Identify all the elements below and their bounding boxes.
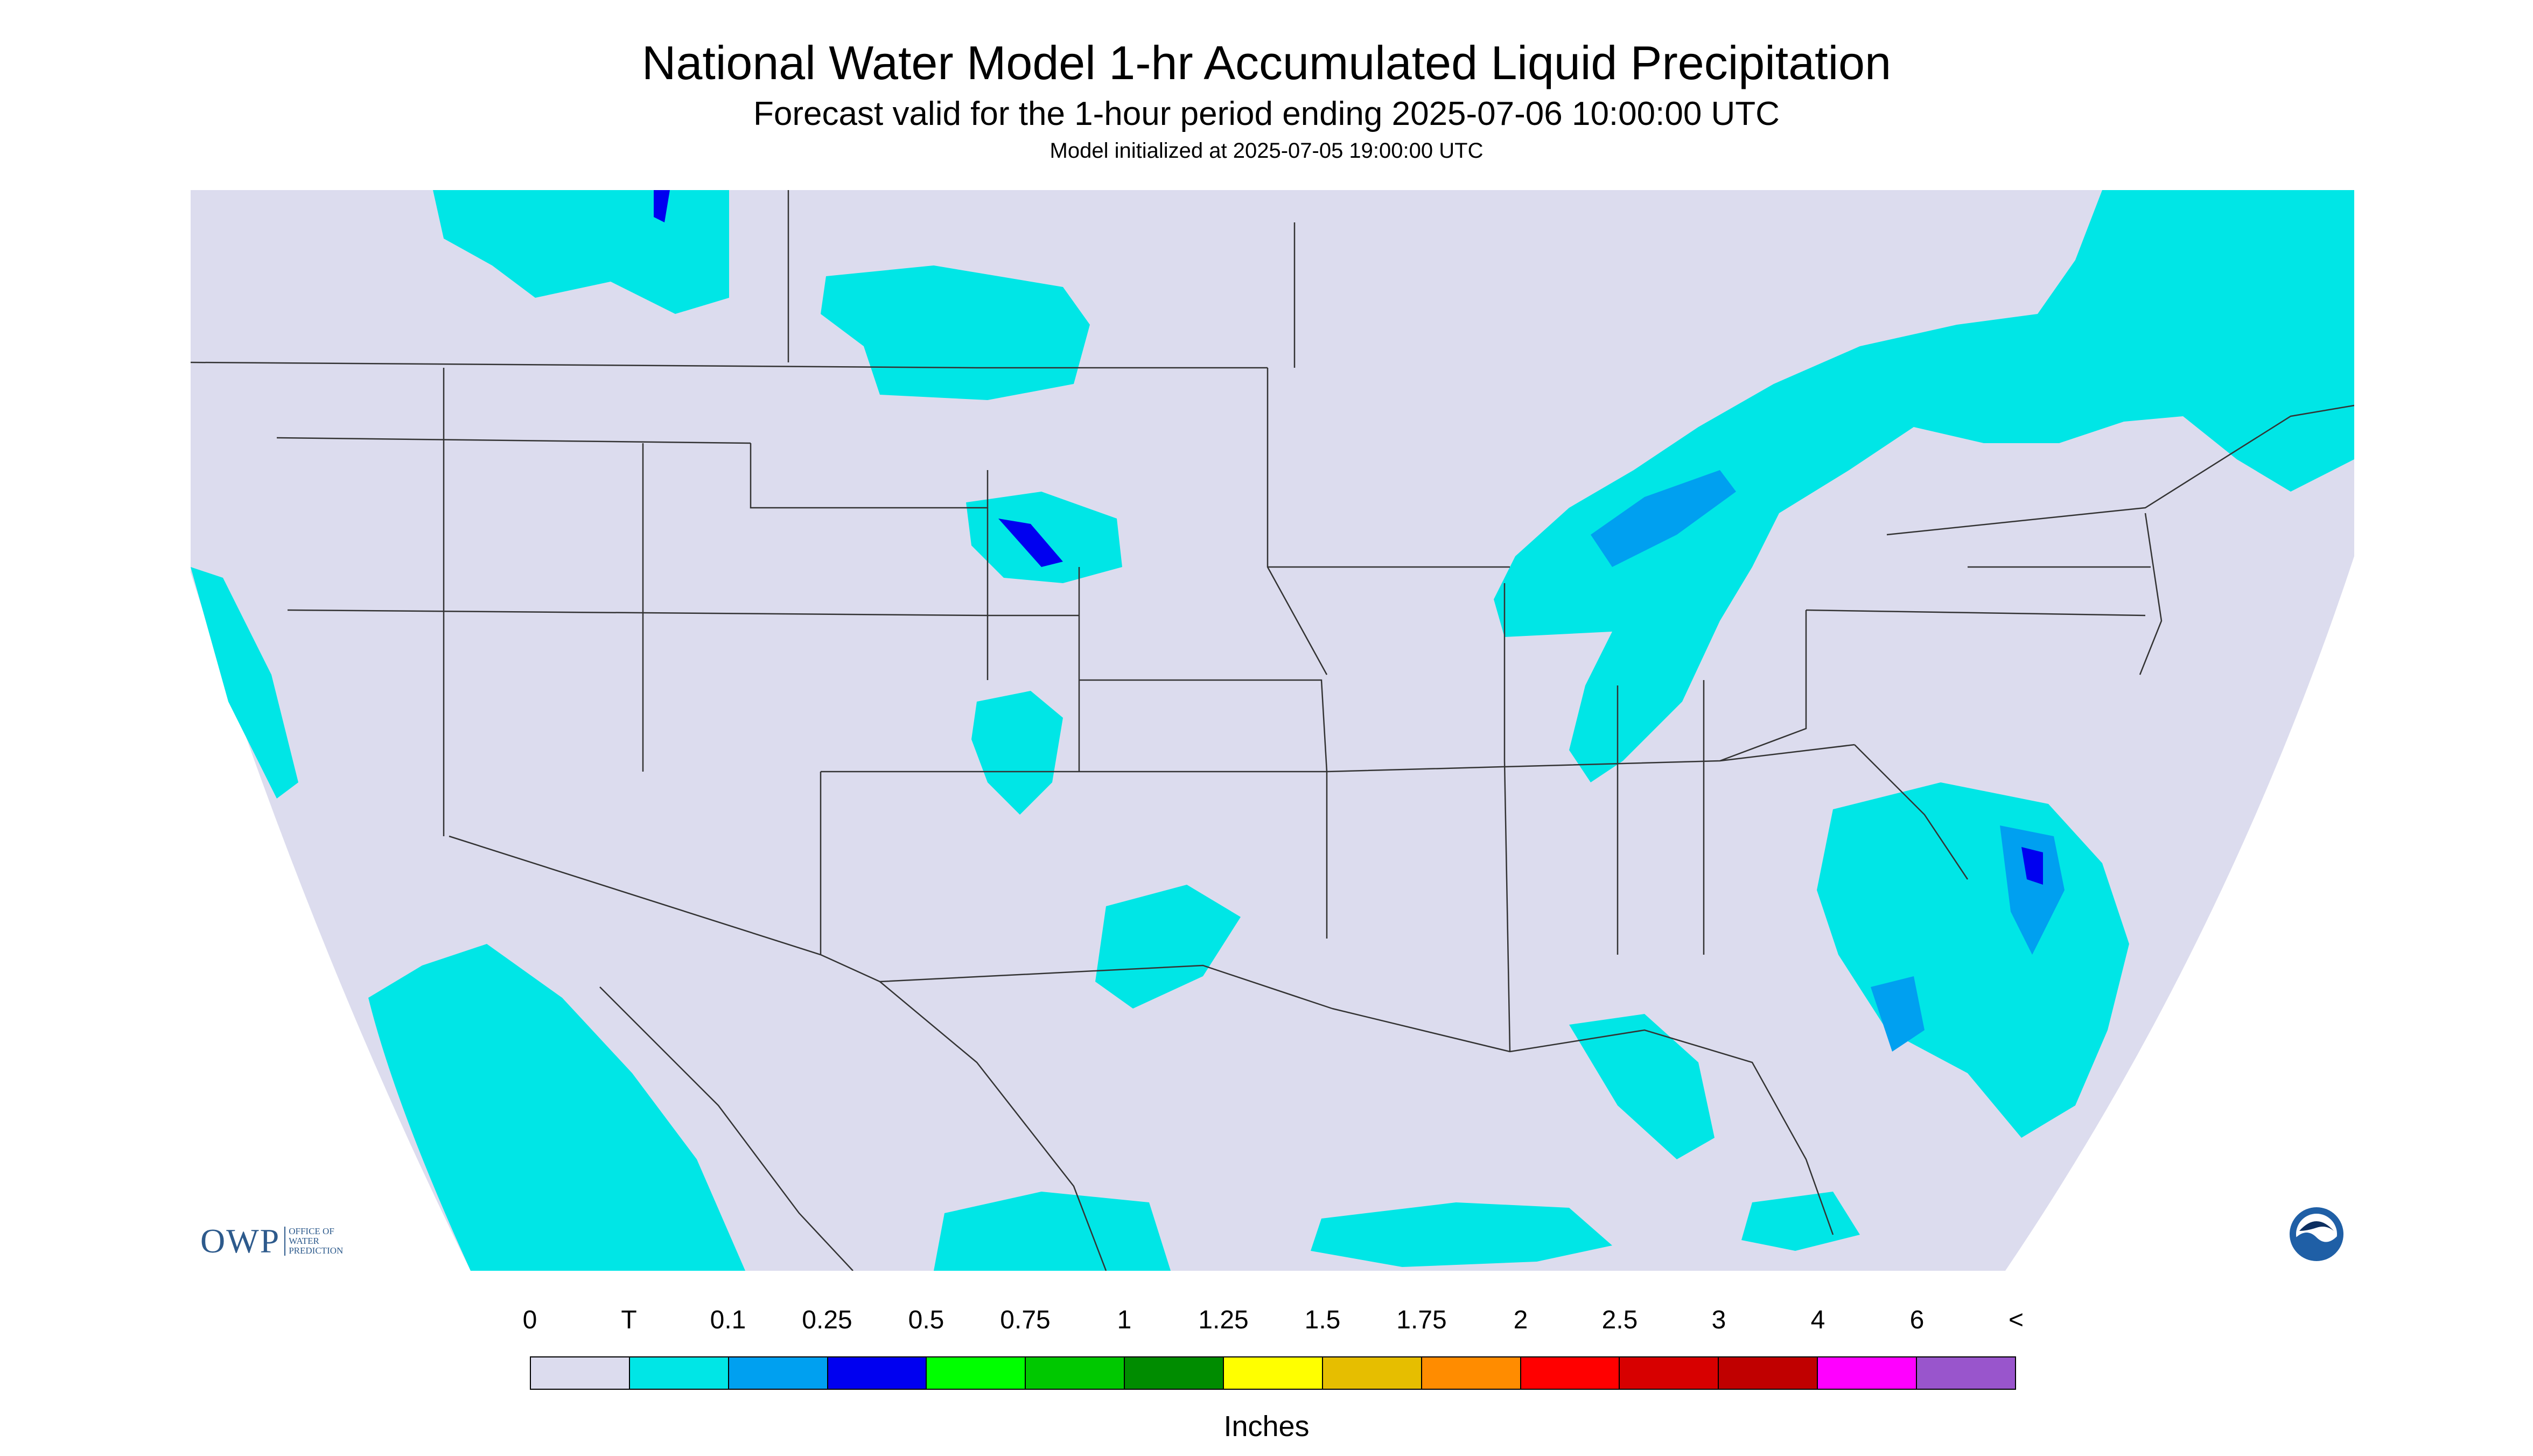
colorbar-swatch (1026, 1357, 1125, 1389)
legend-tick-label: 0.1 (710, 1306, 746, 1334)
colorbar-swatch (629, 1357, 729, 1389)
legend-tick-label: 2 (1513, 1306, 1528, 1334)
legend-tick-label: T (621, 1306, 637, 1334)
legend-tick-label: 0.75 (1000, 1306, 1051, 1334)
boundary-lines (191, 190, 2354, 1271)
owp-logo-subtext: OFFICE OF WATER PREDICTION (284, 1227, 343, 1256)
colorbar-swatch (1521, 1357, 1620, 1389)
colorbar-swatch (1422, 1357, 1521, 1389)
colorbar-swatch (927, 1357, 1026, 1389)
model-init-text: Model initialized at 2025-07-05 19:00:00… (1049, 139, 1484, 163)
legend-tick-label: 1.25 (1198, 1306, 1249, 1334)
map-title: National Water Model 1-hr Accumulated Li… (641, 36, 1892, 89)
legend-tick-labels: 0 T 0.1 0.25 0.5 0.75 1 1.25 1.5 1.75 2 2.5 3 4 6 < (0, 1305, 2533, 1343)
legend-tick-label: 1.5 (1304, 1306, 1341, 1334)
legend-tick-label: 0.25 (802, 1306, 852, 1334)
forecast-valid-subtitle: Forecast valid for the 1-hour period end… (753, 95, 1780, 132)
colorbar-swatch (1818, 1357, 1918, 1389)
colorbar-swatch (1125, 1357, 1224, 1389)
legend-tick-label: 2.5 (1601, 1306, 1638, 1334)
colorbar-swatch (531, 1357, 630, 1389)
legend-tick-label: 6 (1909, 1306, 1925, 1334)
legend-tick-label: 3 (1711, 1306, 1726, 1334)
colorbar-swatch (1719, 1357, 1818, 1389)
precip-heavy-areas (654, 190, 2065, 1052)
noaa-logo-icon (2290, 1207, 2343, 1261)
legend-units: Inches (1223, 1410, 1310, 1443)
precipitation-map (191, 190, 2354, 1271)
legend-tick-label: 0 (522, 1306, 537, 1334)
colorbar-swatch (1323, 1357, 1422, 1389)
legend-tick-label: < (2008, 1306, 2024, 1334)
colorbar-swatch (1620, 1357, 1719, 1389)
legend-tick-label: 1.75 (1396, 1306, 1447, 1334)
colorbar-swatch (1917, 1357, 2015, 1389)
colorbar-swatch (1224, 1357, 1323, 1389)
owp-logo-text: OWP (200, 1222, 281, 1260)
owp-logo: OWP OFFICE OF WATER PREDICTION (200, 1221, 343, 1261)
legend-tick-label: 4 (1810, 1306, 1825, 1334)
legend-tick-label: 1 (1117, 1306, 1132, 1334)
colorbar-swatch (729, 1357, 828, 1389)
precip-colorbar (530, 1356, 2016, 1390)
colorbar-swatch (828, 1357, 927, 1389)
legend-tick-label: 0.5 (908, 1306, 944, 1334)
